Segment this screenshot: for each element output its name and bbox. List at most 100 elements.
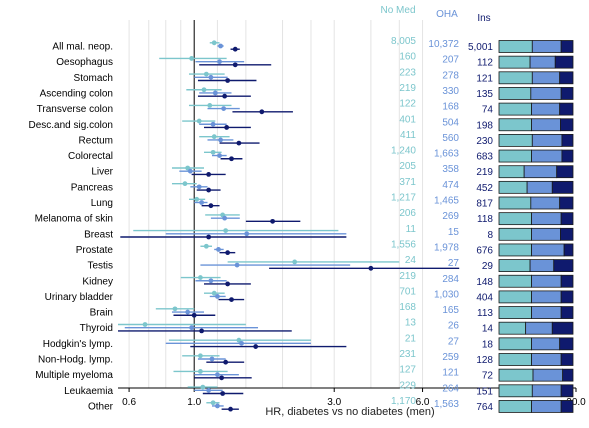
bar-segment-no-med <box>498 259 531 273</box>
bar-segment-oha <box>531 40 562 53</box>
count-oha: 1,563 <box>434 399 459 410</box>
point-estimate-no-med <box>198 275 203 280</box>
bar-segment-no-med <box>498 212 532 226</box>
bar-segment-no-med <box>498 118 532 132</box>
confidence-intervals <box>118 40 460 412</box>
point-estimate-ins <box>219 375 225 381</box>
category-label: Kidney <box>82 276 113 287</box>
bar-segment-no-med <box>498 321 527 335</box>
bar-segment-oha <box>529 55 556 69</box>
bar-segment-no-med <box>498 274 532 288</box>
bar-segment-ins <box>560 227 574 241</box>
bar-segment-no-med <box>498 306 532 319</box>
point-estimate-no-med <box>185 165 191 171</box>
count-no-med: 11 <box>406 224 417 235</box>
category-label: Hodgkin's lymp. <box>43 339 113 350</box>
bar-segment-oha <box>531 149 563 163</box>
category-label: Desc.and sig.colon <box>29 120 114 131</box>
count-oha: 10,372 <box>428 39 459 50</box>
category-label: Prostate <box>76 245 114 256</box>
point-estimate-oha <box>215 403 220 409</box>
count-ins: 5,001 <box>468 42 493 53</box>
point-estimate-no-med <box>189 56 195 61</box>
point-estimate-oha <box>218 43 223 49</box>
count-no-med: 206 <box>399 208 416 219</box>
point-estimate-oha <box>222 215 228 221</box>
bar-segment-oha <box>531 71 561 85</box>
point-estimate-oha <box>212 90 218 96</box>
count-oha: 165 <box>442 305 459 316</box>
bar-segment-oha <box>531 133 563 147</box>
category-label: Other <box>88 401 114 412</box>
count-ins: 404 <box>476 292 493 303</box>
count-oha: 330 <box>442 86 459 97</box>
category-labels: All mal. neop. Oesophagus Stomach Ascending… <box>29 42 114 413</box>
bar-segment-no-med <box>498 400 532 413</box>
category-label: Melanoma of skin <box>35 214 113 225</box>
point-estimate-no-med <box>182 181 188 187</box>
count-ins: 135 <box>476 89 493 100</box>
point-estimate-oha <box>189 325 195 331</box>
x-tick-label: 0.6 <box>122 397 136 408</box>
count-ins: 764 <box>476 402 493 413</box>
proportion-bars <box>498 40 574 413</box>
bar-segment-ins <box>561 149 574 163</box>
bar-segment-no-med <box>498 243 532 257</box>
point-estimate-ins <box>206 187 212 193</box>
column-header-no-med: No Med <box>380 5 415 16</box>
count-no-med: 1,240 <box>391 146 416 157</box>
bar-segment-oha <box>530 196 561 210</box>
count-no-med: 13 <box>405 318 417 329</box>
bar-segment-oha <box>530 87 562 100</box>
point-estimate-oha <box>218 137 223 143</box>
bar-segment-oha <box>529 259 555 273</box>
point-estimate-oha <box>221 106 227 111</box>
bar-segment-oha <box>532 368 564 382</box>
bar-segment-ins <box>560 87 574 100</box>
count-oha: 207 <box>442 55 459 66</box>
point-estimate-no-med <box>236 337 242 343</box>
bar-segment-ins <box>560 384 574 398</box>
point-estimate-oha <box>209 356 215 362</box>
count-no-med: 219 <box>399 83 416 94</box>
category-label: Brain <box>90 308 113 319</box>
count-no-med: 1,170 <box>391 396 416 407</box>
count-no-med: 231 <box>399 349 416 360</box>
count-ins: 219 <box>476 167 493 178</box>
bar-segment-no-med <box>498 384 533 398</box>
count-ins: 18 <box>482 339 494 350</box>
bar-segment-no-med <box>498 196 532 210</box>
bar-segment-oha <box>531 102 561 116</box>
point-estimate-oha <box>206 387 212 393</box>
count-oha: 358 <box>442 164 459 175</box>
x-axis-label: HR, diabetes vs no diabetes (men) <box>265 406 434 418</box>
point-estimate-oha <box>215 294 220 299</box>
bar-segment-ins <box>560 290 574 304</box>
count-ins: 452 <box>476 183 493 194</box>
point-estimate-no-med <box>194 196 200 202</box>
count-oha: 27 <box>448 258 460 269</box>
point-estimate-ins <box>232 46 238 52</box>
point-estimate-no-med <box>198 369 203 374</box>
point-estimate-oha <box>216 247 221 252</box>
point-estimate-no-med <box>207 103 213 108</box>
bar-segment-ins <box>561 133 574 147</box>
point-estimate-no-med <box>211 290 217 296</box>
point-estimate-oha <box>234 262 240 268</box>
column-header-oha: OHA <box>436 9 458 20</box>
point-estimate-oha <box>196 184 202 190</box>
bar-segment-ins <box>560 212 574 226</box>
point-estimate-ins <box>225 281 231 287</box>
point-estimate-ins <box>191 312 197 318</box>
count-no-med: 229 <box>399 380 416 391</box>
point-estimate-ins <box>236 140 242 146</box>
category-label: Lung <box>91 198 113 209</box>
category-label: Oesophagus <box>56 57 113 68</box>
count-oha: 560 <box>442 133 459 144</box>
category-label: All mal. neop. <box>52 42 113 53</box>
point-estimate-no-med <box>172 306 178 312</box>
point-estimate-oha <box>199 200 205 205</box>
bar-segment-ins <box>556 165 574 179</box>
count-ins: 198 <box>476 120 493 131</box>
